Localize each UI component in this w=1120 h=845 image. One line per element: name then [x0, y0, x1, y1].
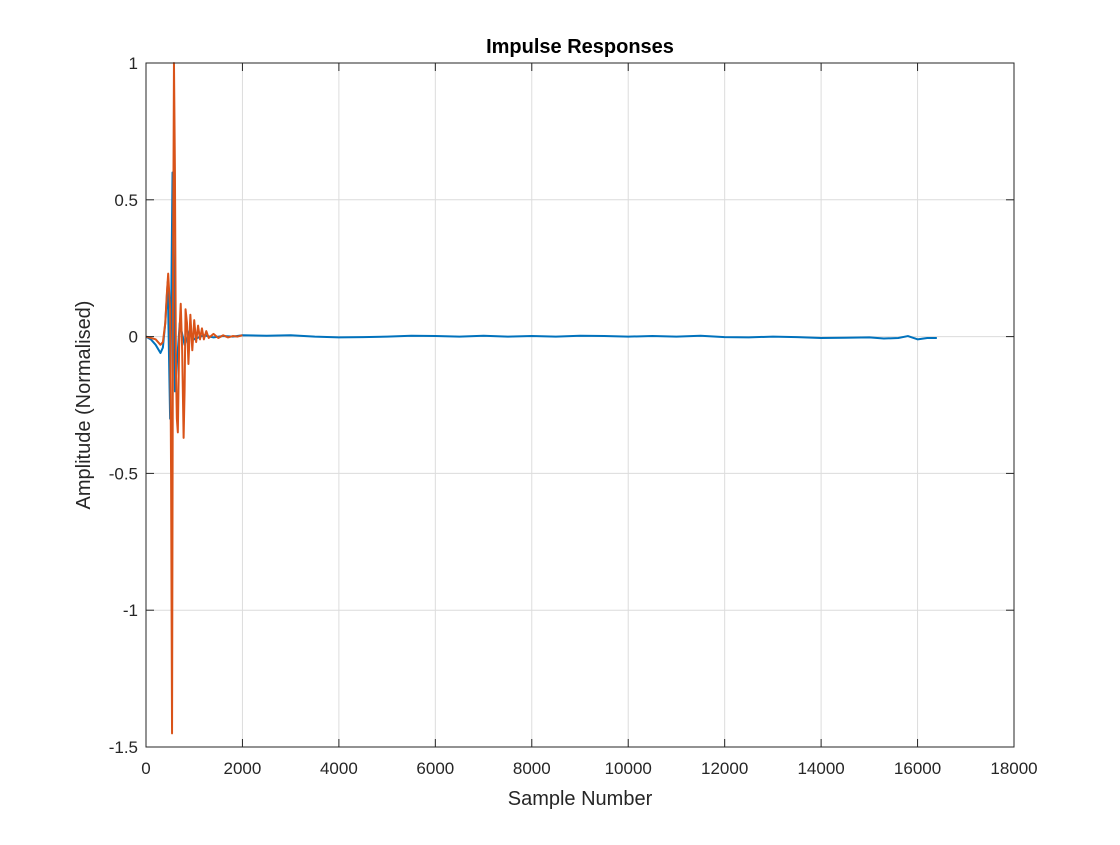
- grid-layer: [145, 62, 1015, 748]
- x-tick-label: 18000: [990, 759, 1037, 778]
- x-axis-label: Sample Number: [508, 788, 653, 810]
- x-tick-label: 14000: [797, 759, 844, 778]
- x-tick-label: 10000: [605, 759, 652, 778]
- y-axis-label: Amplitude (Normalised): [73, 301, 95, 510]
- y-tick-label: -0.5: [109, 464, 138, 483]
- y-tick-label: 0: [129, 328, 138, 347]
- x-tick-label: 6000: [416, 759, 454, 778]
- y-tick-label: 1: [129, 54, 138, 73]
- x-tick-label: 0: [141, 759, 150, 778]
- plot-area-frame: [145, 62, 1015, 748]
- y-tick-label: -1.5: [109, 738, 138, 757]
- series-layer: [145, 62, 937, 735]
- series-line-1: [145, 171, 937, 420]
- x-tick-label: 12000: [701, 759, 748, 778]
- series-line-2: [145, 62, 243, 735]
- x-tick-label: 2000: [224, 759, 262, 778]
- y-tick-label: 0.5: [114, 191, 138, 210]
- x-tick-label: 8000: [513, 759, 551, 778]
- x-tick-label: 16000: [894, 759, 941, 778]
- y-tick-label: -1: [123, 601, 138, 620]
- tick-layer: 0 2000 4000 6000 8000 10000 12000 14000 16000 180…: [109, 54, 1038, 778]
- x-tick-label: 4000: [320, 759, 358, 778]
- chart-title: Impulse Responses: [486, 36, 674, 58]
